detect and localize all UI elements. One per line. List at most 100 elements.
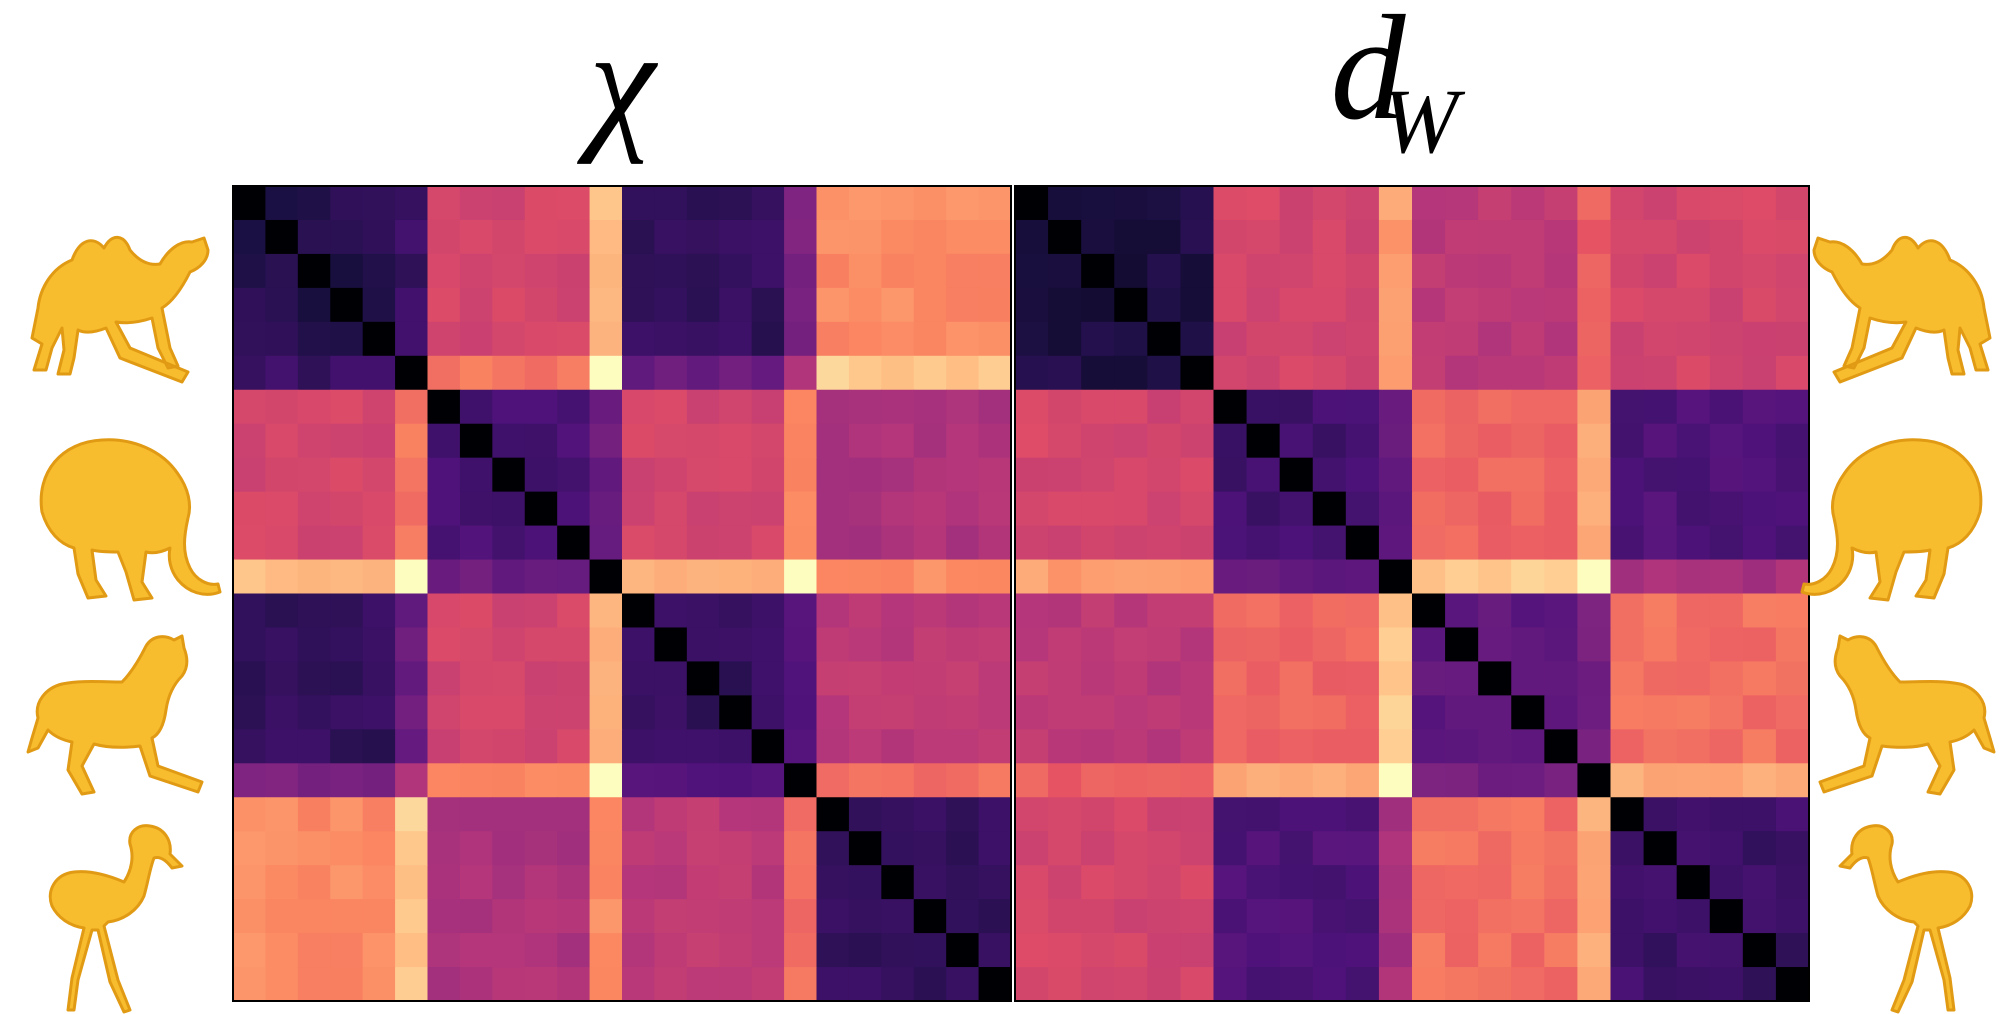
heatmap-cell bbox=[1577, 525, 1612, 561]
heatmap-cell bbox=[1312, 186, 1347, 221]
heatmap-cell bbox=[1742, 661, 1777, 696]
heatmap-cell bbox=[492, 355, 526, 391]
heatmap-cell bbox=[881, 933, 915, 968]
heatmap-cell bbox=[1114, 695, 1148, 730]
heatmap-cell bbox=[816, 797, 850, 832]
heatmap-cell bbox=[233, 763, 267, 798]
heatmap-cell bbox=[233, 355, 267, 391]
heatmap-cell bbox=[1577, 763, 1612, 798]
heatmap-cell bbox=[297, 491, 331, 527]
heatmap-cell bbox=[1213, 695, 1248, 730]
heatmap-cell bbox=[881, 695, 915, 730]
heatmap-cell bbox=[557, 763, 591, 798]
heatmap-cell bbox=[1048, 729, 1082, 764]
heatmap-cell bbox=[1213, 559, 1248, 595]
heatmap-cell bbox=[686, 321, 720, 357]
heatmap-cell bbox=[557, 695, 591, 730]
heatmap-cell bbox=[1445, 321, 1479, 357]
heatmap-cell bbox=[395, 627, 429, 663]
heatmap-cell bbox=[848, 593, 882, 629]
heatmap-cell bbox=[816, 321, 850, 357]
heatmap-cell bbox=[1676, 525, 1711, 561]
heatmap-cell bbox=[978, 186, 1012, 221]
heatmap-cell bbox=[524, 491, 558, 527]
heatmap-cell bbox=[589, 457, 623, 493]
heatmap-cell bbox=[654, 423, 688, 459]
heatmap-cell bbox=[1246, 661, 1281, 696]
heatmap-cell bbox=[784, 186, 818, 221]
heatmap-cell bbox=[654, 253, 688, 289]
heatmap-cell bbox=[1742, 525, 1777, 561]
heatmap-cell bbox=[330, 491, 364, 527]
heatmap-cell bbox=[362, 831, 396, 866]
heatmap-cell bbox=[362, 457, 396, 493]
heatmap-cell bbox=[913, 627, 947, 663]
heatmap-cell bbox=[362, 186, 396, 221]
heatmap-cell bbox=[1279, 491, 1314, 527]
heatmap-cell bbox=[1709, 797, 1744, 832]
heatmap-cell bbox=[1577, 389, 1612, 425]
heatmap-cell bbox=[1709, 423, 1744, 459]
heatmap-cell bbox=[1246, 355, 1281, 391]
heatmap-cell bbox=[1114, 627, 1148, 663]
heatmap-cell bbox=[1246, 933, 1281, 968]
heatmap-cell bbox=[1643, 831, 1678, 866]
heatmap-cell bbox=[751, 967, 785, 1002]
heatmap-cell bbox=[622, 899, 656, 934]
heatmap-cell bbox=[1180, 389, 1215, 425]
heatmap-cell bbox=[1511, 389, 1545, 425]
heatmap-cell bbox=[1676, 491, 1711, 527]
heatmap-cell bbox=[1709, 457, 1744, 493]
heatmap-cell bbox=[881, 525, 915, 561]
heatmap-cell bbox=[1147, 186, 1182, 221]
heatmap-cell bbox=[233, 457, 267, 493]
heatmap-cell bbox=[622, 321, 656, 357]
heatmap-cell bbox=[1180, 797, 1215, 832]
heatmap-cell bbox=[1445, 593, 1479, 629]
heatmap-cell bbox=[524, 729, 558, 764]
heatmap-cell bbox=[1742, 729, 1777, 764]
heatmap-cell bbox=[978, 559, 1012, 595]
horse-silhouette bbox=[26, 634, 204, 796]
heatmap-cell bbox=[1345, 423, 1380, 459]
heatmap-cell bbox=[1544, 797, 1579, 832]
heatmap-cell bbox=[751, 559, 785, 595]
chi-title: χ bbox=[576, 0, 659, 165]
heatmap-cell bbox=[395, 355, 429, 391]
heatmap-cell bbox=[1180, 695, 1215, 730]
heatmap-cell bbox=[1048, 763, 1082, 798]
heatmap-cell bbox=[1180, 593, 1215, 629]
heatmap-cell bbox=[881, 593, 915, 629]
heatmap-cell bbox=[233, 593, 267, 629]
flamingo-shape-icon bbox=[1838, 824, 1974, 1014]
heatmap-cell bbox=[654, 389, 688, 425]
heatmap-cell bbox=[1147, 389, 1182, 425]
heatmap-cell bbox=[1015, 457, 1049, 493]
heatmap-cell bbox=[1511, 661, 1545, 696]
heatmap-cell bbox=[1378, 219, 1413, 255]
heatmap-cell bbox=[427, 355, 461, 391]
heatmap-cell bbox=[1709, 219, 1744, 255]
heatmap-cell bbox=[459, 389, 493, 425]
heatmap-cell bbox=[1048, 287, 1082, 323]
heatmap-cell bbox=[524, 593, 558, 629]
heatmap-cell bbox=[297, 186, 331, 221]
heatmap-cell bbox=[1213, 661, 1248, 696]
heatmap-cell bbox=[1213, 355, 1248, 391]
heatmap-cell bbox=[524, 831, 558, 866]
heatmap-cell bbox=[1081, 457, 1115, 493]
heatmap-cell bbox=[784, 627, 818, 663]
heatmap-cell bbox=[1412, 457, 1446, 493]
heatmap-cell bbox=[1709, 933, 1744, 968]
heatmap-cell bbox=[1445, 355, 1479, 391]
heatmap-cell bbox=[265, 253, 299, 289]
heatmap-cell bbox=[1246, 967, 1281, 1002]
heatmap-cell bbox=[1412, 763, 1446, 798]
heatmap-cell bbox=[1015, 253, 1049, 289]
heatmap-cell bbox=[751, 253, 785, 289]
heatmap-cell bbox=[233, 559, 267, 595]
heatmap-cell bbox=[557, 525, 591, 561]
heatmap-cell bbox=[881, 389, 915, 425]
heatmap-cell bbox=[751, 287, 785, 323]
heatmap-cell bbox=[362, 729, 396, 764]
